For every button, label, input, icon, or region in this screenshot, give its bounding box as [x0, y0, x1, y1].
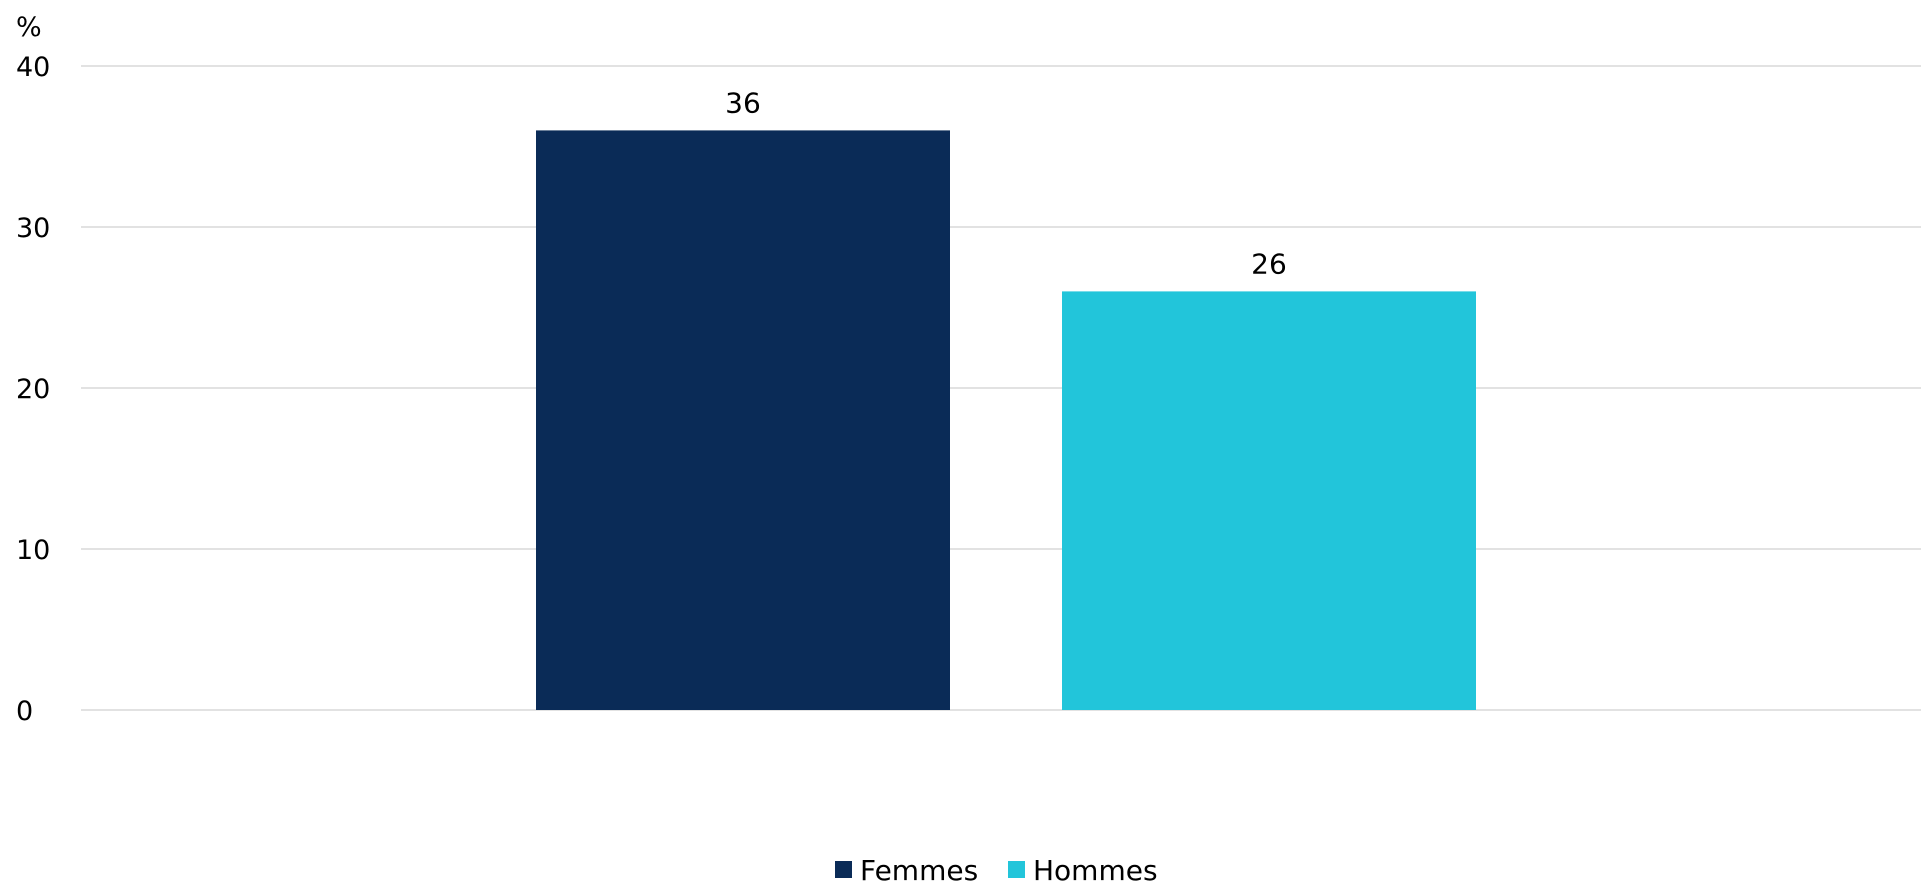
- data-labels: 36 26: [725, 86, 1287, 280]
- y-tick-label: 30: [16, 213, 50, 244]
- y-tick-label: 40: [16, 52, 50, 83]
- y-tick-label: 0: [16, 696, 33, 727]
- legend-label-hommes: Hommes: [1033, 854, 1158, 887]
- y-axis-unit-label: %: [16, 12, 42, 43]
- gridlines: [81, 65, 1921, 711]
- data-label-hommes: 26: [1251, 247, 1287, 280]
- legend: Femmes Hommes: [835, 854, 1158, 887]
- bars: [536, 130, 1476, 710]
- legend-swatch-hommes: [1008, 861, 1025, 878]
- bar-hommes: [1062, 291, 1476, 710]
- bar-femmes: [536, 130, 950, 710]
- legend-swatch-femmes: [835, 861, 852, 878]
- y-tick-label: 10: [16, 535, 50, 566]
- y-axis: % 0 10 20 30 40: [16, 12, 50, 727]
- y-tick-label: 20: [16, 374, 50, 405]
- legend-label-femmes: Femmes: [860, 854, 978, 887]
- data-label-femmes: 36: [725, 86, 761, 119]
